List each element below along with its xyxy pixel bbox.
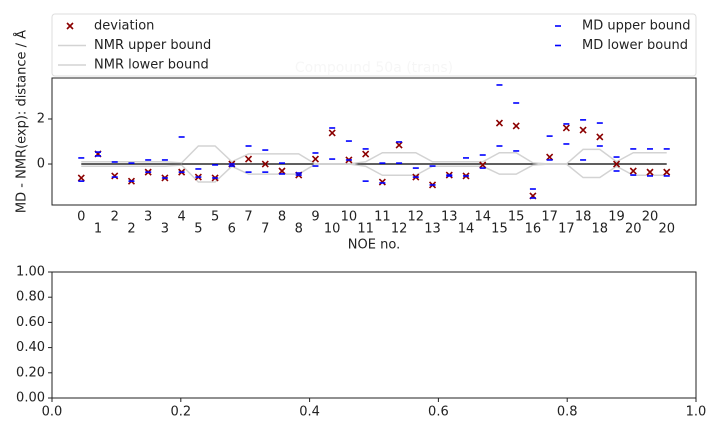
- y-tick-label: 0.00: [16, 391, 45, 406]
- deviation-marker: [596, 133, 604, 141]
- x-tick-label: 12: [391, 222, 408, 237]
- y-tick-label: 0.20: [16, 365, 45, 380]
- x-tick-label: 0.2: [170, 405, 191, 420]
- x-tick-label: 9: [311, 210, 319, 225]
- y-tick-label: 2: [37, 111, 45, 126]
- deviation-marker: [562, 124, 570, 132]
- deviation-marker: [278, 167, 286, 175]
- x-tick-label: 0.0: [42, 405, 63, 420]
- x-tick-label: 2: [127, 222, 135, 237]
- legend-label: NMR lower bound: [94, 58, 209, 73]
- deviation-marker: [612, 160, 621, 168]
- legend-marker: [66, 22, 74, 30]
- x-tick-label: 8: [295, 222, 303, 237]
- deviation-marker: [328, 129, 336, 137]
- x-tick-label: 0.6: [428, 405, 449, 420]
- legend-box: [51, 13, 697, 77]
- x-tick-label: 14: [474, 210, 491, 225]
- x-tick-label: 3: [144, 210, 152, 225]
- deviation-marker: [77, 174, 85, 182]
- deviation-marker: [646, 168, 654, 176]
- deviation-marker: [378, 178, 386, 186]
- x-tick-label: 17: [558, 222, 575, 237]
- deviation-marker: [663, 168, 671, 176]
- x-tick-label: 15: [508, 210, 525, 225]
- deviation-marker: [579, 126, 587, 134]
- x-tick-label: 1: [94, 222, 102, 237]
- deviation-marker: [629, 167, 637, 175]
- x-tick-label: 14: [458, 222, 475, 237]
- legend-label: NMR upper bound: [94, 38, 211, 53]
- x-tick-label: 5: [194, 222, 202, 237]
- x-tick-label: 18: [575, 210, 592, 225]
- x-tick-label: 17: [541, 210, 558, 225]
- deviation-marker: [261, 160, 269, 168]
- legend-label: MD upper bound: [582, 19, 691, 34]
- x-tick-label: 19: [608, 210, 625, 225]
- x-tick-label: 20: [642, 210, 659, 225]
- x-tick-label: 20: [625, 222, 642, 237]
- y-tick-label: 0.80: [16, 290, 45, 305]
- x-tick-label: 7: [244, 210, 252, 225]
- x-tick-label: 8: [278, 210, 286, 225]
- x-tick-label: 11: [374, 210, 391, 225]
- y-tick-label: 0.60: [16, 315, 45, 330]
- deviation-marker: [362, 150, 370, 158]
- deviation-marker: [244, 155, 253, 163]
- legend-label: deviation: [94, 19, 154, 34]
- x-tick-label: 0: [77, 210, 85, 225]
- deviation-marker: [111, 172, 119, 180]
- deviation-marker: [395, 141, 403, 149]
- bound-line: [81, 145, 667, 165]
- x-tick-label: 0.4: [299, 405, 320, 420]
- deviation-marker: [512, 122, 520, 130]
- x-tick-label: 6: [228, 222, 236, 237]
- x-tick-label: 10: [341, 210, 358, 225]
- plot-area: [51, 271, 697, 399]
- x-tick-label: 7: [261, 222, 269, 237]
- x-tick-label: 3: [161, 222, 169, 237]
- x-tick-label: 2: [111, 210, 119, 225]
- bound-line: [81, 163, 667, 183]
- x-tick-label: 12: [408, 210, 425, 225]
- x-tick-label: 18: [592, 222, 609, 237]
- y-tick-label: 1.00: [16, 265, 45, 280]
- x-tick-label: 11: [357, 222, 374, 237]
- legend-label: MD lower bound: [582, 38, 688, 53]
- y-tick-label: 0: [37, 157, 45, 172]
- deviation-marker: [546, 153, 554, 161]
- x-tick-label: 13: [424, 222, 441, 237]
- x-tick-label: 20: [658, 222, 675, 237]
- y-tick-label: 0.40: [16, 340, 45, 355]
- x-tick-label: 10: [324, 222, 341, 237]
- x-tick-label: 4: [177, 210, 185, 225]
- deviation-marker: [479, 161, 487, 169]
- x-tick-label: 15: [491, 222, 508, 237]
- deviation-marker: [495, 119, 504, 127]
- y-axis-label: MD - NMR(exp): distance / Å: [14, 30, 30, 213]
- x-tick-label: 0.8: [557, 405, 578, 420]
- x-tick-label: 5: [211, 210, 219, 225]
- x-tick-label: 13: [441, 210, 458, 225]
- x-tick-label: 1.0: [686, 405, 707, 420]
- deviation-marker: [311, 155, 320, 163]
- plot-area: [51, 77, 697, 206]
- x-tick-label: 16: [525, 222, 542, 237]
- x-axis-label: NOE no.: [348, 238, 400, 253]
